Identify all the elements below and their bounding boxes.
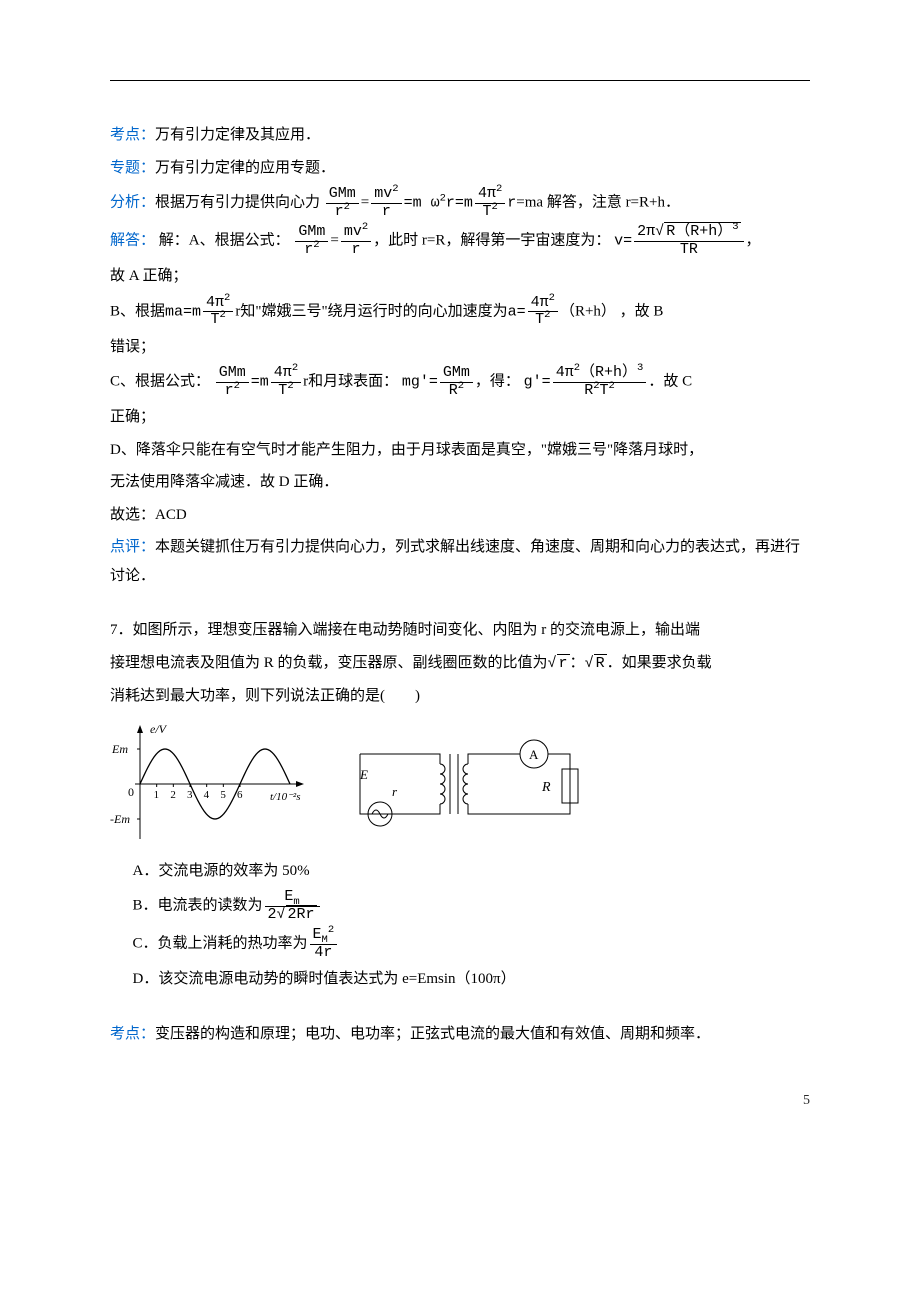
jieda-C: C、根据公式： GMmr2=m4π2T2r和月球表面： mg′=GMmR2，得：… [110,365,810,399]
svg-text:4: 4 [204,789,210,801]
kaodian-line: 考点：万有引力定律及其应用． [110,121,810,150]
svg-text:Em: Em [111,742,128,756]
svg-text:1: 1 [154,789,160,801]
fenxi-post: =ma 解答，注意 r=R+h． [516,194,680,210]
svg-text:E: E [359,767,368,782]
dianping-text: 本题关键抓住万有引力提供向心力，列式求解出线速度、角速度、周期和向心力的表达式，… [110,539,800,584]
q7-optD: D．该交流电源电动势的瞬时值表达式为 e=Emsin（100π） [110,965,810,994]
kaodian-label-2: 考点： [110,1026,155,1042]
q7-kaodian: 考点：变压器的构造和原理；电功、电功率；正弦式电流的最大值和有效值、周期和频率． [110,1020,810,1049]
answer: 故选：ACD [110,501,810,530]
q7-optC: C．负载上消耗的热功率为EM24r [110,927,810,961]
fenxi-label: 分析： [110,194,155,210]
kaodian-label: 考点： [110,127,155,143]
frac-C1-rhs: 4π2T2 [271,365,301,399]
frac-mv2-r: mv2r [371,186,401,220]
kaodian-text: 万有引力定律及其应用． [155,127,320,143]
frac-optC: EM24r [310,927,338,961]
svg-text:6: 6 [237,789,243,801]
q7-intro3: 消耗达到最大功率，则下列说法正确的是( ) [110,682,810,711]
frac-B-rhs: 4π2T2 [528,295,558,329]
frac-A-lhs: GMmr2 [295,224,328,258]
frac-C1-lhs: GMmr2 [216,365,249,399]
svg-text:3: 3 [187,789,193,801]
svg-text:e/V: e/V [150,722,168,736]
dianping-label: 点评： [110,539,155,555]
svg-text:t/10⁻²s: t/10⁻²s [270,791,301,803]
svg-text:-Em: -Em [110,812,130,826]
q7-optA: A．交流电源的效率为 50% [110,857,810,886]
B-wrong: 错误； [110,333,810,362]
frac-A-v: 2πR（R+h）3TR [634,224,743,258]
zhuanti-line: 专题：万有引力定律的应用专题． [110,154,810,183]
dianping-line: 点评：本题关键抓住万有引力提供向心力，列式求解出线速度、角速度、周期和向心力的表… [110,533,810,590]
q7-intro1: 7．如图所示，理想变压器输入端接在电动势随时间变化、内阻为 r 的交流电源上，输… [110,616,810,645]
q7-intro2: 接理想电流表及阻值为 R 的负载，变压器原、副线圈匝数的比值为r：R．如果要求负… [110,649,810,679]
figure-row: e/V Em -Em 0 123456 t/10⁻²s Er A R [110,719,810,849]
frac-B-lhs: 4π2T2 [203,295,233,329]
frac-gmm-r2: GMmr2 [326,186,359,220]
A-correct: 故 A 正确； [110,262,810,291]
fenxi-pre: 根据万有引力提供向心力 [155,194,320,210]
D-line1: D、降落伞只能在有空气时才能产生阻力，由于月球表面是真空，"嫦娥三号"降落月球时… [110,436,810,465]
zhuanti-text: 万有引力定律的应用专题． [155,160,335,176]
svg-text:2: 2 [170,789,176,801]
D-line2: 无法使用降落伞减速．故 D 正确． [110,468,810,497]
jieda-label: 解答： [110,232,155,248]
frac-C3: 4π2（R+h）3R2T2 [553,365,647,399]
svg-text:5: 5 [220,789,226,801]
svg-text:R: R [541,780,551,795]
C-correct: 正确； [110,403,810,432]
fenxi-line: 分析：根据万有引力提供向心力 GMmr2=mv2r=m ω2r=m4π2T2r=… [110,186,810,220]
circuit-diagram: Er A R [340,724,600,844]
jieda-B: B、根据ma=m4π2T2r知"嫦娥三号"绕月运行时的向心加速度为a=4π2T2… [110,295,810,329]
svg-text:A: A [529,747,539,762]
jieda-A: 解答： 解：A、根据公式： GMmr2=mv2r，此时 r=R，解得第一宇宙速度… [110,224,810,258]
zhuanti-label: 专题： [110,160,155,176]
page-number: 5 [110,1088,810,1115]
svg-text:r: r [392,784,398,799]
frac-4pi2-t2: 4π2T2 [475,186,505,220]
svg-text:0: 0 [128,785,134,799]
frac-optB: Em22Rr [265,889,320,923]
frac-A-rhs: mv2r [341,224,371,258]
q7-optB: B．电流表的读数为Em22Rr [110,889,810,923]
top-divider [110,80,810,81]
sine-wave-plot: e/V Em -Em 0 123456 t/10⁻²s [110,719,310,849]
frac-C2: GMmR2 [440,365,473,399]
